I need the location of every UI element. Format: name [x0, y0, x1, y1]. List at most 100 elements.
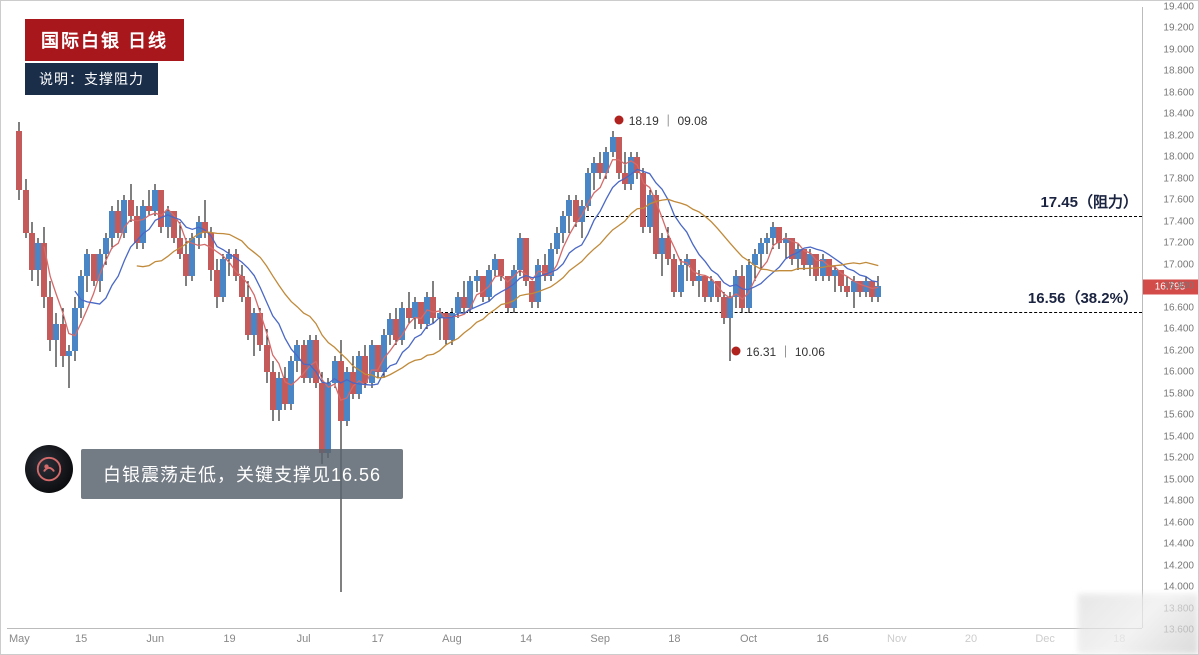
candle[interactable]	[437, 7, 443, 630]
candle[interactable]	[634, 7, 640, 630]
candle[interactable]	[474, 7, 480, 630]
candle[interactable]	[449, 7, 455, 630]
candle[interactable]	[245, 7, 251, 630]
candle[interactable]	[851, 7, 857, 630]
candle[interactable]	[875, 7, 881, 630]
candle[interactable]	[591, 7, 597, 630]
candle[interactable]	[202, 7, 208, 630]
candle[interactable]	[708, 7, 714, 630]
candle[interactable]	[146, 7, 152, 630]
candle[interactable]	[684, 7, 690, 630]
candle[interactable]	[41, 7, 47, 630]
candle[interactable]	[196, 7, 202, 630]
candle[interactable]	[579, 7, 585, 630]
candle[interactable]	[257, 7, 263, 630]
candle[interactable]	[498, 7, 504, 630]
candle[interactable]	[387, 7, 393, 630]
candle[interactable]	[628, 7, 634, 630]
candle[interactable]	[505, 7, 511, 630]
candle[interactable]	[60, 7, 66, 630]
candle[interactable]	[783, 7, 789, 630]
candle[interactable]	[369, 7, 375, 630]
candle[interactable]	[332, 7, 338, 630]
candle[interactable]	[109, 7, 115, 630]
candle[interactable]	[208, 7, 214, 630]
candle[interactable]	[554, 7, 560, 630]
candle[interactable]	[344, 7, 350, 630]
candle[interactable]	[350, 7, 356, 630]
candle[interactable]	[535, 7, 541, 630]
candle[interactable]	[733, 7, 739, 630]
candle[interactable]	[140, 7, 146, 630]
candle[interactable]	[511, 7, 517, 630]
candle[interactable]	[758, 7, 764, 630]
candle[interactable]	[610, 7, 616, 630]
candle[interactable]	[307, 7, 313, 630]
candle[interactable]	[276, 7, 282, 630]
candle[interactable]	[813, 7, 819, 630]
candle[interactable]	[362, 7, 368, 630]
candle[interactable]	[270, 7, 276, 630]
candle[interactable]	[721, 7, 727, 630]
candle[interactable]	[690, 7, 696, 630]
candle[interactable]	[820, 7, 826, 630]
candle[interactable]	[152, 7, 158, 630]
candle[interactable]	[294, 7, 300, 630]
candle[interactable]	[35, 7, 41, 630]
candle[interactable]	[381, 7, 387, 630]
candle[interactable]	[702, 7, 708, 630]
candle[interactable]	[523, 7, 529, 630]
candle[interactable]	[696, 7, 702, 630]
candle[interactable]	[91, 7, 97, 630]
candle[interactable]	[301, 7, 307, 630]
candle[interactable]	[338, 7, 344, 630]
candle[interactable]	[647, 7, 653, 630]
plot-area[interactable]: 17.45（阻力）16.56（38.2%）16.79518.19 ｜ 09.08…	[7, 7, 1142, 628]
candle[interactable]	[189, 7, 195, 630]
candle[interactable]	[47, 7, 53, 630]
candle[interactable]	[78, 7, 84, 630]
candle[interactable]	[461, 7, 467, 630]
candle[interactable]	[616, 7, 622, 630]
candle[interactable]	[29, 7, 35, 630]
candle[interactable]	[789, 7, 795, 630]
candle[interactable]	[807, 7, 813, 630]
candle[interactable]	[313, 7, 319, 630]
candle[interactable]	[480, 7, 486, 630]
candle[interactable]	[128, 7, 134, 630]
candle[interactable]	[517, 7, 523, 630]
candle[interactable]	[566, 7, 572, 630]
candle[interactable]	[801, 7, 807, 630]
candle[interactable]	[158, 7, 164, 630]
candle[interactable]	[492, 7, 498, 630]
candle[interactable]	[282, 7, 288, 630]
candle[interactable]	[665, 7, 671, 630]
candle[interactable]	[739, 7, 745, 630]
candle[interactable]	[857, 7, 863, 630]
candle[interactable]	[869, 7, 875, 630]
candle[interactable]	[226, 7, 232, 630]
candle[interactable]	[288, 7, 294, 630]
candle[interactable]	[220, 7, 226, 630]
candle[interactable]	[486, 7, 492, 630]
candle[interactable]	[548, 7, 554, 630]
candle[interactable]	[727, 7, 733, 630]
candle[interactable]	[325, 7, 331, 630]
candle[interactable]	[443, 7, 449, 630]
candle[interactable]	[97, 7, 103, 630]
candle[interactable]	[53, 7, 59, 630]
candle[interactable]	[66, 7, 72, 630]
candle[interactable]	[653, 7, 659, 630]
candle[interactable]	[251, 7, 257, 630]
candle[interactable]	[746, 7, 752, 630]
candle[interactable]	[795, 7, 801, 630]
candle[interactable]	[597, 7, 603, 630]
candle[interactable]	[134, 7, 140, 630]
candle[interactable]	[573, 7, 579, 630]
candle[interactable]	[399, 7, 405, 630]
candle[interactable]	[393, 7, 399, 630]
candle[interactable]	[678, 7, 684, 630]
candle[interactable]	[239, 7, 245, 630]
candle[interactable]	[715, 7, 721, 630]
candle[interactable]	[622, 7, 628, 630]
